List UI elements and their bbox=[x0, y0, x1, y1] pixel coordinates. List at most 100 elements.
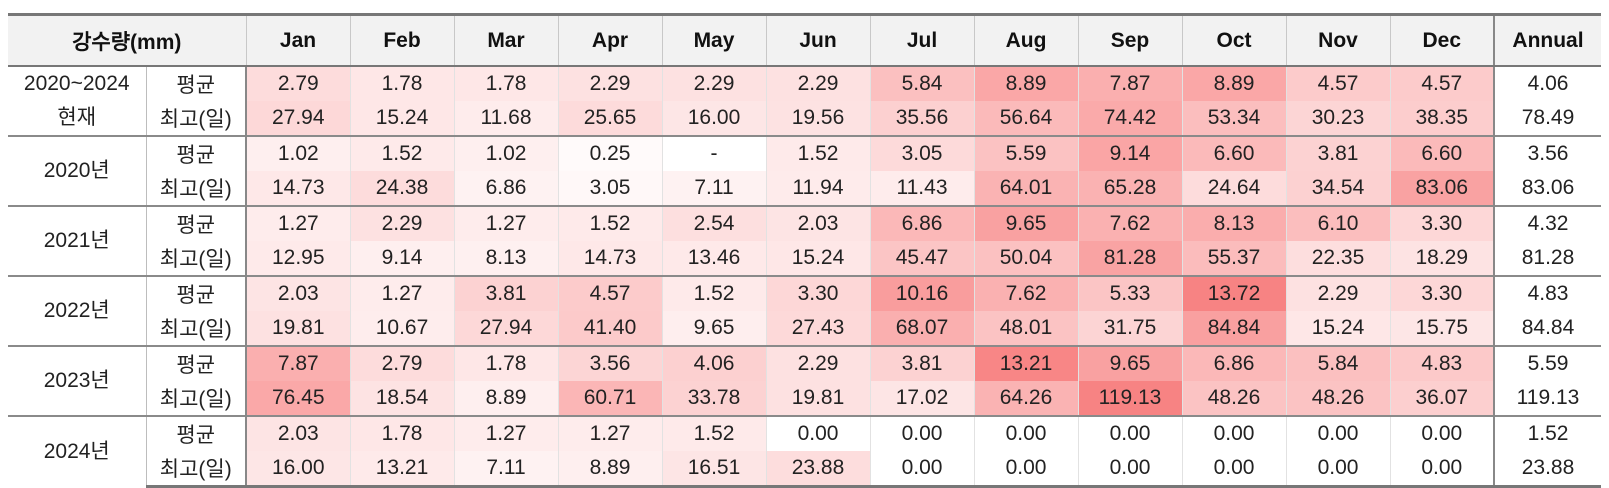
annual-cell: 78.49 bbox=[1493, 101, 1601, 136]
value-cell: 16.51 bbox=[661, 451, 766, 488]
value-cell: 1.27 bbox=[453, 205, 558, 241]
value-cell: 1.27 bbox=[453, 415, 558, 451]
value-cell: 27.94 bbox=[245, 101, 350, 136]
value-cell: 11.94 bbox=[765, 171, 870, 206]
value-cell: 119.13 bbox=[1077, 381, 1182, 416]
month-header: Oct bbox=[1181, 13, 1286, 67]
value-cell: 3.30 bbox=[765, 275, 870, 311]
max-row: 최고(일) 12.95 9.14 8.13 14.73 13.46 15.24 45.47 50… bbox=[8, 241, 1601, 276]
value-cell: 5.33 bbox=[1077, 275, 1182, 311]
avg-row: 2021년 평균 1.27 2.29 1.27 1.52 2.54 2.03 6.86 9.65 7… bbox=[8, 205, 1601, 276]
avg-row: 2023년 평균 7.87 2.79 1.78 3.56 4.06 2.29 3.81 13.21… bbox=[8, 345, 1601, 416]
value-cell: 1.52 bbox=[349, 135, 454, 171]
value-cell: 14.73 bbox=[557, 241, 662, 276]
value-cell: 7.11 bbox=[453, 451, 558, 488]
month-header: Nov bbox=[1285, 13, 1390, 67]
value-cell: 0.00 bbox=[869, 415, 974, 451]
month-header: Aug bbox=[973, 13, 1078, 67]
annual-header: Annual bbox=[1493, 13, 1601, 67]
month-header: May bbox=[661, 13, 766, 67]
value-cell: 3.81 bbox=[1285, 135, 1390, 171]
value-cell: 2.79 bbox=[349, 345, 454, 381]
value-cell: 3.30 bbox=[1389, 205, 1494, 241]
value-cell: 6.60 bbox=[1389, 135, 1494, 171]
value-cell: 60.71 bbox=[557, 381, 662, 416]
value-cell: 83.06 bbox=[1389, 171, 1494, 206]
value-cell: 27.43 bbox=[765, 311, 870, 346]
value-cell: 16.00 bbox=[661, 101, 766, 136]
value-cell: 9.14 bbox=[349, 241, 454, 276]
month-header: Jan bbox=[245, 13, 350, 67]
value-cell: 76.45 bbox=[245, 381, 350, 416]
annual-cell: 4.83 bbox=[1493, 275, 1601, 311]
value-cell: 4.83 bbox=[1389, 345, 1494, 381]
value-cell: 15.24 bbox=[765, 241, 870, 276]
annual-cell: 84.84 bbox=[1493, 311, 1601, 346]
value-cell: 34.54 bbox=[1285, 171, 1390, 206]
value-cell: 13.21 bbox=[349, 451, 454, 488]
value-cell: 2.29 bbox=[349, 205, 454, 241]
value-cell: 25.65 bbox=[557, 101, 662, 136]
stat-label-max: 최고(일) bbox=[146, 101, 247, 136]
value-cell: 3.30 bbox=[1389, 275, 1494, 311]
value-cell: 1.52 bbox=[557, 205, 662, 241]
value-cell: 8.89 bbox=[453, 381, 558, 416]
stat-label-max: 최고(일) bbox=[146, 311, 247, 346]
avg-row: 2022년 평균 2.03 1.27 3.81 4.57 1.52 3.30 10.16 7.62… bbox=[8, 275, 1601, 346]
month-header: Apr bbox=[557, 13, 662, 67]
month-header: Feb bbox=[349, 13, 454, 67]
value-cell: 1.52 bbox=[661, 275, 766, 311]
value-cell: 2.29 bbox=[1285, 275, 1390, 311]
max-row: 최고(일) 76.45 18.54 8.89 60.71 33.78 19.81 17.02 6… bbox=[8, 381, 1601, 416]
stat-label-max: 최고(일) bbox=[146, 381, 247, 416]
month-header: Sep bbox=[1077, 13, 1182, 67]
value-cell: 27.94 bbox=[453, 311, 558, 346]
stat-label-max: 최고(일) bbox=[146, 451, 247, 488]
value-cell: 4.57 bbox=[1389, 65, 1494, 101]
unit-header: 강수량(mm) bbox=[8, 13, 246, 67]
value-cell: 24.38 bbox=[349, 171, 454, 206]
stat-label-avg: 평균 bbox=[146, 205, 247, 241]
value-cell: 74.42 bbox=[1077, 101, 1182, 136]
value-cell: 15.75 bbox=[1389, 311, 1494, 346]
value-cell: 13.46 bbox=[661, 241, 766, 276]
value-cell: 1.78 bbox=[453, 65, 558, 101]
annual-cell: 4.32 bbox=[1493, 205, 1601, 241]
value-cell: 1.52 bbox=[661, 415, 766, 451]
value-cell: 3.81 bbox=[869, 345, 974, 381]
period-label: 2023년 bbox=[8, 345, 147, 416]
value-cell: 0.00 bbox=[1077, 451, 1182, 488]
value-cell: 19.81 bbox=[245, 311, 350, 346]
value-cell: 23.88 bbox=[765, 451, 870, 488]
value-cell: 1.27 bbox=[349, 275, 454, 311]
value-cell: 68.07 bbox=[869, 311, 974, 346]
value-cell: 4.57 bbox=[557, 275, 662, 311]
value-cell: 53.34 bbox=[1181, 101, 1286, 136]
value-cell: 1.52 bbox=[765, 135, 870, 171]
period-label: 2024년 bbox=[8, 415, 147, 487]
value-cell: 33.78 bbox=[661, 381, 766, 416]
value-cell: 2.29 bbox=[661, 65, 766, 101]
period-label: 2022년 bbox=[8, 275, 147, 346]
value-cell: 2.29 bbox=[765, 65, 870, 101]
period-label: 2021년 bbox=[8, 205, 147, 276]
value-cell: 2.03 bbox=[245, 415, 350, 451]
value-cell: 17.02 bbox=[869, 381, 974, 416]
stat-label-avg: 평균 bbox=[146, 65, 247, 101]
annual-cell: 23.88 bbox=[1493, 451, 1601, 488]
stat-label-avg: 평균 bbox=[146, 135, 247, 171]
period-label: 2020~2024 현재 bbox=[8, 65, 147, 136]
value-cell: 36.07 bbox=[1389, 381, 1494, 416]
annual-cell: 3.56 bbox=[1493, 135, 1601, 171]
value-cell: 2.54 bbox=[661, 205, 766, 241]
value-cell: 13.72 bbox=[1181, 275, 1286, 311]
value-cell: 0.00 bbox=[1077, 415, 1182, 451]
value-cell: 0.00 bbox=[1285, 415, 1390, 451]
value-cell: 1.78 bbox=[453, 345, 558, 381]
annual-cell: 5.59 bbox=[1493, 345, 1601, 381]
value-cell: 45.47 bbox=[869, 241, 974, 276]
max-row: 최고(일) 19.81 10.67 27.94 41.40 9.65 27.43 68.07 4… bbox=[8, 311, 1601, 346]
value-cell: 6.60 bbox=[1181, 135, 1286, 171]
value-cell: 18.54 bbox=[349, 381, 454, 416]
value-cell: 35.56 bbox=[869, 101, 974, 136]
